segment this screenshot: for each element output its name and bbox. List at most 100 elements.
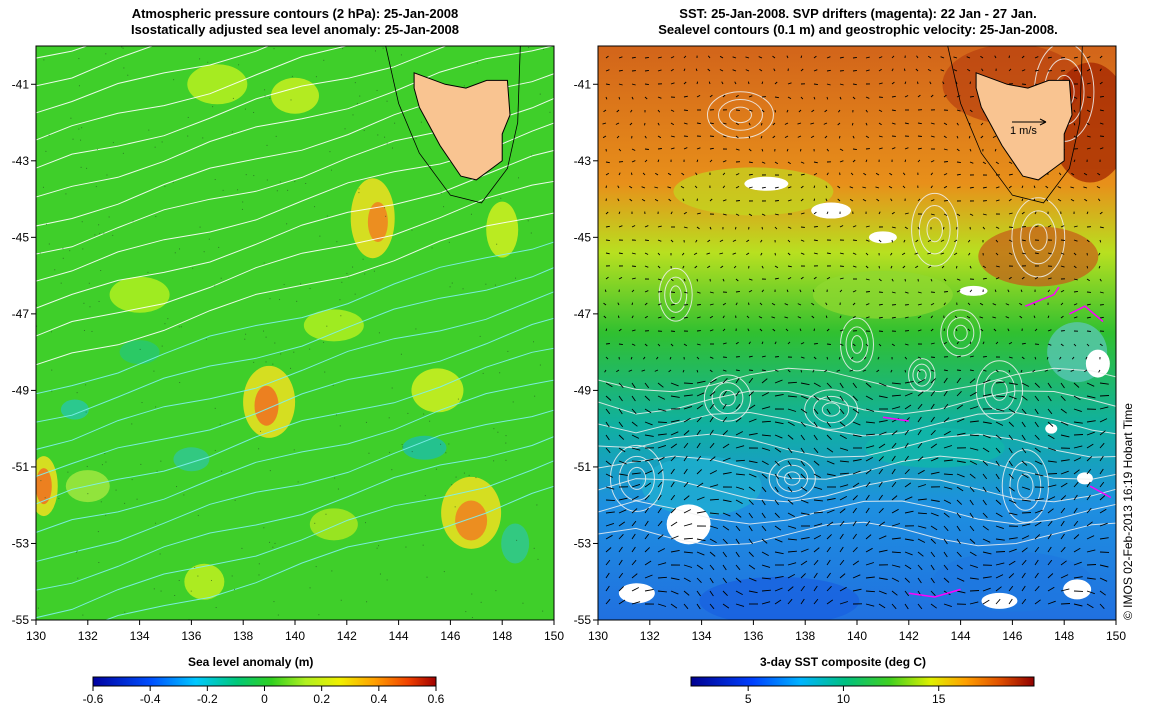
velocity-vector (878, 109, 883, 112)
colorbar-tick-label: 10 (836, 692, 851, 706)
velocity-vector (917, 159, 921, 163)
stipple-dot (65, 193, 67, 195)
stipple-dot (122, 152, 124, 154)
stipple-dot (290, 367, 292, 369)
velocity-vector (995, 473, 1000, 480)
velocity-vector (813, 499, 823, 502)
velocity-vector (917, 551, 924, 557)
velocity-vector (618, 408, 623, 415)
velocity-vector (995, 239, 999, 243)
velocity-vector (631, 329, 636, 332)
velocity-vector (618, 382, 624, 389)
velocity-vector (657, 421, 667, 424)
velocity-vector (927, 69, 932, 72)
velocity-vector (917, 379, 926, 384)
velocity-vector (670, 316, 675, 319)
velocity-vector (1020, 369, 1023, 373)
velocity-vector (617, 315, 620, 319)
velocity-vector (878, 456, 884, 462)
velocity-vector (657, 122, 660, 126)
velocity-vector (891, 109, 896, 112)
stipple-dot (106, 174, 108, 176)
sealevel-contour (768, 458, 816, 499)
velocity-vector (683, 442, 689, 449)
velocity-vector (787, 512, 795, 517)
velocity-vector (748, 213, 753, 217)
sst-patch (864, 427, 1005, 468)
velocity-vector (657, 520, 663, 527)
stipple-dot (202, 137, 204, 139)
velocity-vector (722, 443, 730, 449)
velocity-vector (878, 549, 888, 553)
velocity-vector (670, 239, 674, 243)
velocity-vector (1099, 239, 1102, 243)
velocity-vector (917, 81, 919, 85)
velocity-vector (813, 276, 817, 280)
velocity-vector (748, 473, 757, 478)
pressure-contour (36, 46, 349, 141)
velocity-vector (631, 447, 641, 451)
velocity-vector (800, 573, 806, 579)
velocity-vector (667, 172, 672, 176)
velocity-vector (748, 122, 751, 126)
velocity-vector (865, 534, 872, 540)
velocity-vector (1086, 431, 1095, 436)
ssa-stipple (36, 46, 551, 620)
velocity-vector (1034, 69, 1039, 72)
velocity-vector (605, 534, 613, 540)
velocity-vector (722, 342, 727, 345)
velocity-vector (735, 564, 741, 571)
stipple-dot (234, 588, 236, 590)
velocity-vector (670, 419, 680, 423)
velocity-vector (1073, 434, 1084, 436)
velocity-vector (1098, 265, 1101, 269)
velocity-vector (631, 460, 641, 463)
stipple-dot (82, 248, 84, 250)
velocity-vector (722, 369, 727, 372)
velocity-vector (956, 173, 961, 176)
stipple-dot (98, 224, 100, 226)
velocity-vector (878, 211, 881, 215)
lat-tick-label: -41 (12, 77, 30, 91)
velocity-vector (683, 343, 688, 347)
stipple-dot (221, 470, 223, 472)
velocity-vector (1073, 265, 1077, 269)
velocity-vector (904, 226, 908, 230)
velocity-vector (683, 147, 688, 150)
stipple-dot (214, 179, 216, 181)
stipple-dot (242, 201, 244, 203)
stipple-dot (159, 553, 161, 555)
stipple-dot (415, 328, 417, 330)
velocity-vector (865, 547, 873, 553)
velocity-vector (1034, 225, 1039, 228)
velocity-vector (1073, 481, 1079, 488)
velocity-vector (800, 342, 805, 345)
velocity-vector (1086, 590, 1095, 595)
velocity-vector (995, 486, 1001, 493)
stipple-dot (400, 54, 402, 56)
velocity-vector (761, 341, 764, 345)
velocity-vector (1047, 225, 1052, 228)
velocity-vector (735, 486, 745, 490)
velocity-vector (747, 81, 750, 85)
stipple-dot (231, 575, 233, 577)
sealevel-contour (669, 285, 682, 305)
velocity-vector (1047, 600, 1056, 605)
velocity-vector (683, 95, 688, 98)
velocity-vector (943, 551, 948, 558)
stipple-dot (354, 293, 356, 295)
drifter-track (882, 416, 909, 422)
velocity-vector (657, 225, 662, 228)
velocity-vector (722, 199, 727, 202)
stipple-dot (493, 428, 495, 430)
velocity-vector (644, 69, 649, 72)
velocity-vector (969, 525, 975, 532)
velocity-vector (748, 418, 757, 423)
velocity-vector (1008, 173, 1013, 176)
velocity-vector (657, 395, 666, 400)
velocity-vector (852, 159, 856, 163)
velocity-vector (787, 550, 797, 553)
velocity-vector (891, 316, 896, 319)
velocity-vector (930, 378, 936, 384)
velocity-vector (709, 159, 713, 163)
